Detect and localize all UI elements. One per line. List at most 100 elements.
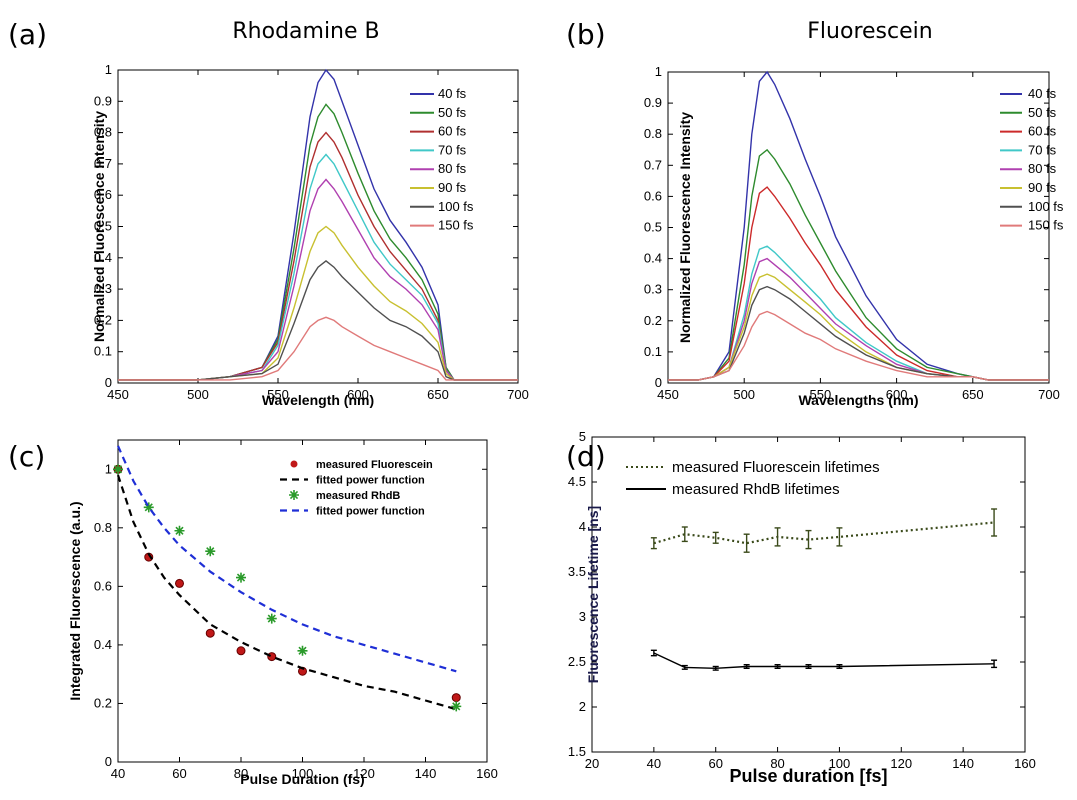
plot-d: 20 40 60 80 100 120 140 160 1.5 2 2.5 3 3.5 4 4.5 5 Puls… <box>568 429 1036 786</box>
y-axis-label: Normalized Fluorescence Intensity <box>91 111 107 342</box>
legend-label: measured RhdB lifetimes <box>672 481 840 498</box>
plot-a: 450 500 550 600 650 700 0 0.1 0.2 0.3 0.4 0.5 0.6 0.7… <box>91 62 529 408</box>
panel-label-a: (a) <box>8 18 47 51</box>
x-axis-label: Pulse duration [fs] <box>729 766 887 786</box>
data-point-rhdb <box>143 502 154 513</box>
x-tick-label: 120 <box>890 756 912 771</box>
y-tick-label: 0 <box>655 375 662 390</box>
x-tick-label: 60 <box>708 756 722 771</box>
x-tick-label: 120 <box>353 766 375 781</box>
y-tick-label: 0.1 <box>94 344 112 359</box>
legend-label: 100 fs <box>438 199 474 214</box>
x-tick-label: 500 <box>733 387 755 402</box>
legend-label: 90 fs <box>1028 180 1057 195</box>
series-line-0 <box>668 70 1049 381</box>
x-tick-label: 40 <box>647 756 661 771</box>
y-tick-label: 0.8 <box>94 125 112 140</box>
plot-frame <box>117 439 488 763</box>
y-tick-label: 0.1 <box>644 344 662 359</box>
data-point-fluorescein <box>175 578 184 588</box>
x-tick-label: 450 <box>657 387 679 402</box>
y-tick-label: 3 <box>579 609 586 624</box>
y-tick-label: 0.9 <box>94 93 112 108</box>
series-line-7 <box>118 316 518 381</box>
x-tick-label: 140 <box>952 756 974 771</box>
legend-label: 50 fs <box>438 105 467 120</box>
y-tick-label: 4 <box>579 519 586 534</box>
x-axis-label: Pulse Duration (fs) <box>240 771 364 787</box>
x-tick-label: 700 <box>1038 387 1060 402</box>
x-tick-label: 550 <box>810 387 832 402</box>
y-tick-label: 0.8 <box>644 126 662 141</box>
legend-label: 90 fs <box>438 180 467 195</box>
x-tick-label: 650 <box>427 387 449 402</box>
y-axis-label: Fluorescence Lifetime [ns] <box>585 506 601 683</box>
data-point-rhdb <box>174 525 185 536</box>
legend-label: 70 fs <box>438 142 467 157</box>
y-tick-label: 0.3 <box>644 282 662 297</box>
x-tick-label: 20 <box>585 756 599 771</box>
y-tick-label: 4.5 <box>568 474 586 489</box>
x-tick-label: 100 <box>292 766 314 781</box>
data-point-rhdb <box>451 701 462 712</box>
panel-label-d: (d) <box>566 440 606 473</box>
x-tick-label: 600 <box>347 387 369 402</box>
legend-label: 60 fs <box>1028 124 1057 139</box>
data-point-rhdb <box>266 613 277 624</box>
y-tick-label: 0.4 <box>94 637 112 652</box>
legend-swatch <box>290 460 298 468</box>
y-tick-label: 0.4 <box>644 251 662 266</box>
legend-label: measured Fluorescein <box>316 459 433 471</box>
legend-label: 80 fs <box>438 161 467 176</box>
y-tick-label: 0.6 <box>94 187 112 202</box>
y-tick-label: 0.2 <box>644 313 662 328</box>
legend-label: 150 fs <box>1028 218 1064 233</box>
x-tick-label: 60 <box>172 766 186 781</box>
y-tick-label: 2.5 <box>568 654 586 669</box>
y-tick-label: 1 <box>105 461 112 476</box>
x-tick-label: 550 <box>267 387 289 402</box>
legend-label: fitted power function <box>316 506 425 518</box>
y-tick-label: 0.5 <box>644 220 662 235</box>
legend-label: 70 fs <box>1028 142 1057 157</box>
y-tick-label: 0.6 <box>644 188 662 203</box>
y-tick-label: 0.6 <box>94 578 112 593</box>
series-line-3 <box>116 445 457 673</box>
x-tick-label: 450 <box>107 387 129 402</box>
x-tick-label: 40 <box>111 766 125 781</box>
y-tick-label: 0.4 <box>94 250 112 265</box>
legend-swatch <box>289 490 299 500</box>
y-tick-label: 0.7 <box>644 157 662 172</box>
x-tick-label: 650 <box>962 387 984 402</box>
series-line-3 <box>668 245 1049 381</box>
series-line-1 <box>116 474 457 711</box>
x-axis-label: Wavelength (nm) <box>262 392 374 408</box>
data-point-fluorescein <box>205 628 215 638</box>
legend-label: 80 fs <box>1028 161 1057 176</box>
legend-label: 100 fs <box>1028 199 1064 214</box>
y-tick-label: 0.7 <box>94 156 112 171</box>
legend-label: 40 fs <box>438 86 467 101</box>
plot-b: 450 500 550 600 650 700 0 0.1 0.2 0.3 0.4 0.5 0.6 0.7… <box>644 64 1064 408</box>
y-tick-label: 0.5 <box>94 219 112 234</box>
chart-title-a: Rhodamine B <box>232 19 379 44</box>
x-tick-label: 160 <box>1014 756 1036 771</box>
y-tick-label: 5 <box>579 429 586 444</box>
x-tick-label: 140 <box>415 766 437 781</box>
series-line-5 <box>118 225 518 381</box>
legend-label: 50 fs <box>1028 105 1057 120</box>
series-line-4 <box>118 178 518 381</box>
plot-frame <box>591 436 1026 753</box>
y-tick-label: 1 <box>105 62 112 77</box>
data-point-rhdb <box>297 645 308 656</box>
y-tick-label: 0.2 <box>94 312 112 327</box>
x-tick-label: 600 <box>886 387 908 402</box>
chart-title-b: Fluorescein <box>807 19 932 44</box>
x-tick-label: 80 <box>234 766 248 781</box>
series-line-6 <box>118 260 518 381</box>
x-tick-label: 100 <box>829 756 851 771</box>
y-axis-label: Normalized Fluorescence Intensity <box>677 112 693 343</box>
y-tick-label: 1.5 <box>568 744 586 759</box>
y-tick-label: 1 <box>655 64 662 79</box>
